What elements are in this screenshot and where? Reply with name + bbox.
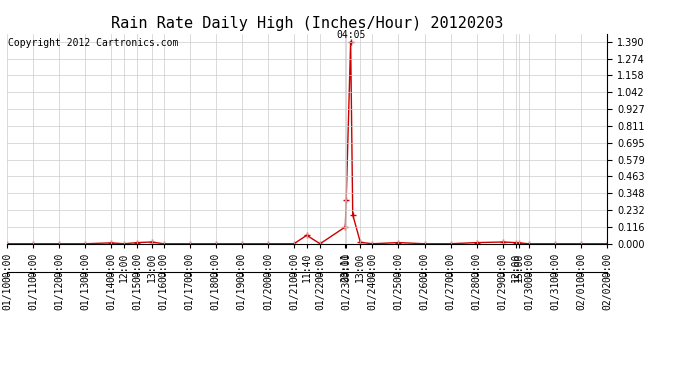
- Text: 04:05: 04:05: [336, 30, 365, 40]
- Text: Copyright 2012 Cartronics.com: Copyright 2012 Cartronics.com: [8, 38, 179, 48]
- Title: Rain Rate Daily High (Inches/Hour) 20120203: Rain Rate Daily High (Inches/Hour) 20120…: [111, 16, 503, 31]
